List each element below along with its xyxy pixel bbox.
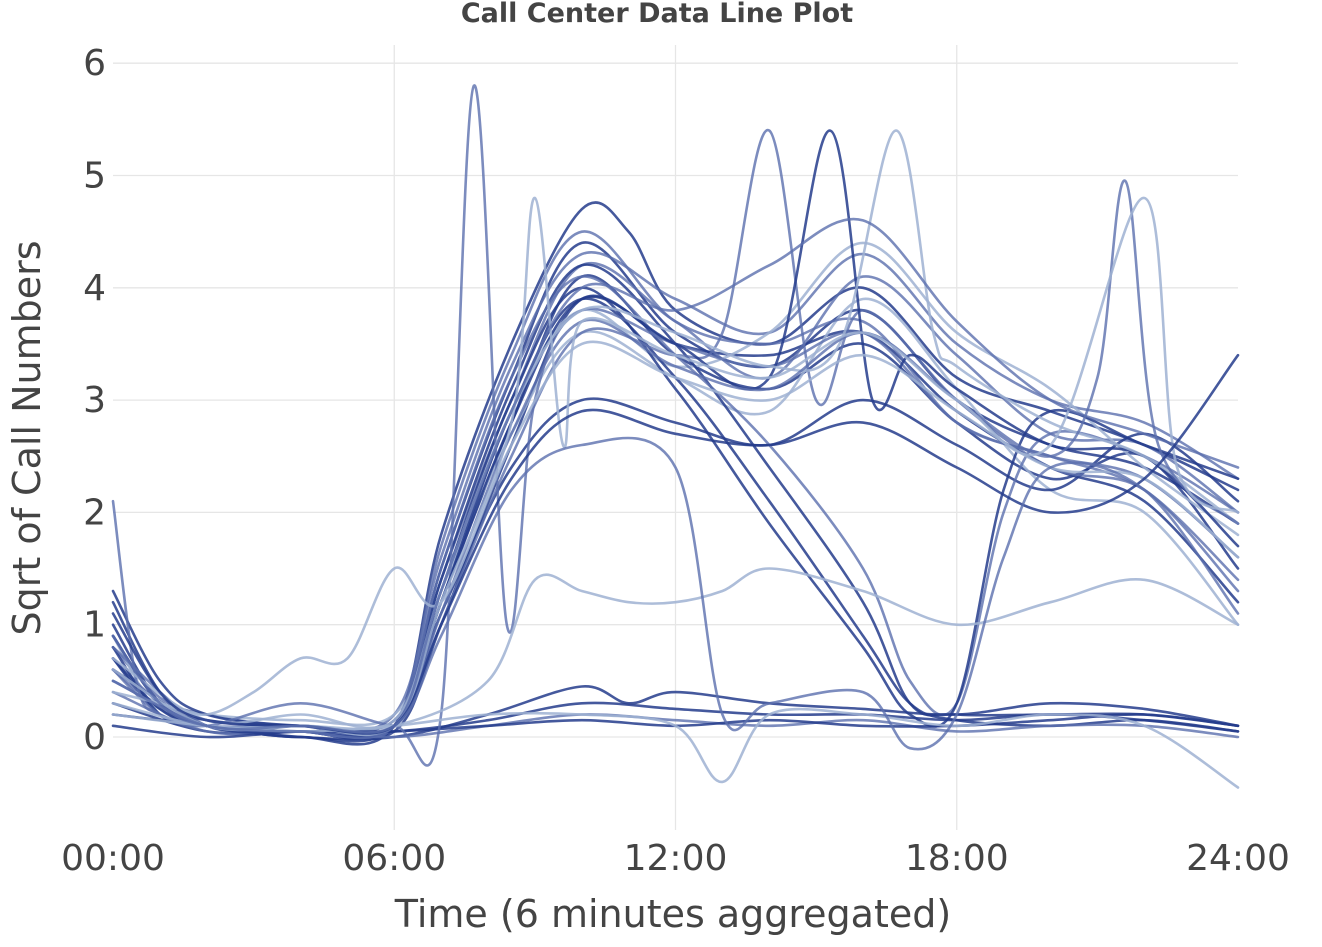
series-line (111, 397, 1240, 736)
x-tick-label: 12:00 (624, 838, 728, 879)
y-axis-title: Sqrt of Call Numbers (5, 240, 49, 635)
y-tick-label: 0 (83, 717, 106, 758)
series-line (111, 436, 1240, 751)
plot-area (111, 84, 1240, 789)
series-line (111, 217, 1240, 740)
chart-title: Call Center Data Line Plot (461, 0, 853, 29)
series-line (111, 353, 1240, 735)
y-tick-label: 1 (83, 605, 106, 646)
y-tick-label: 5 (83, 156, 106, 197)
series-line (111, 241, 1240, 727)
x-tick-label: 24:00 (1186, 838, 1290, 879)
y-tick-label: 4 (83, 268, 106, 309)
x-tick-label: 00:00 (61, 838, 165, 879)
series-line (111, 685, 1240, 741)
gridlines (113, 45, 1238, 830)
series-line (111, 84, 1240, 767)
series-line (111, 567, 1240, 731)
x-tick-label: 18:00 (905, 838, 1009, 879)
y-tick-label: 6 (83, 43, 106, 84)
tick-labels: 00:00 06:00 12:00 18:00 24:00 0 1 2 3 4 5 6 (61, 43, 1290, 879)
y-tick-label: 3 (83, 380, 106, 421)
series-line (111, 340, 1240, 717)
y-tick-label: 2 (83, 492, 106, 533)
x-axis-title: Time (6 minutes aggregated) (394, 892, 951, 936)
series-lines (111, 84, 1240, 789)
x-tick-label: 06:00 (342, 838, 446, 879)
